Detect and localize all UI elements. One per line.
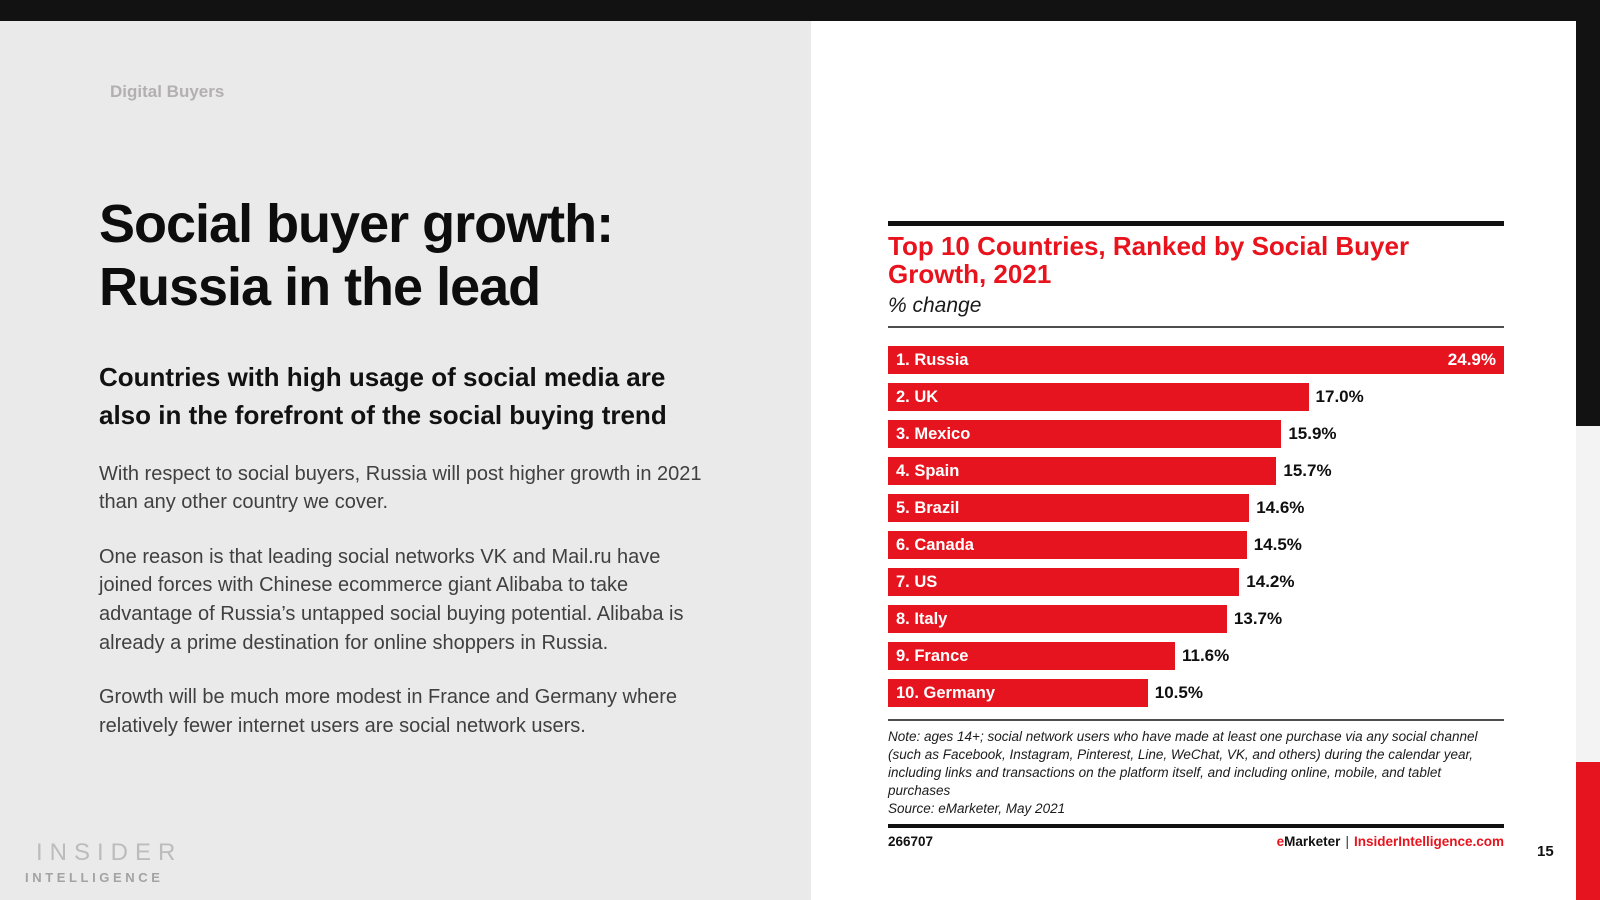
bar-category-label: 10. Germany xyxy=(896,683,996,702)
chart-header-rule xyxy=(888,326,1504,329)
bar-fill: 9. France xyxy=(888,642,1175,671)
logo-insider-text: INSIDER xyxy=(36,839,183,866)
logo-intelligence-text: INTELLIGENCE xyxy=(25,870,164,885)
bar-category-label: 6. Canada xyxy=(896,535,974,554)
bar-row: 5. Brazil 14.6% xyxy=(888,494,1504,523)
chart-source: Source: eMarketer, May 2021 xyxy=(888,800,1066,816)
left-text-panel: Digital Buyers Social buyer growth: Russ… xyxy=(0,21,811,900)
page-title-line2: Russia in the lead xyxy=(99,257,541,318)
page-number: 15 xyxy=(1537,843,1554,860)
bar-fill: 10. Germany xyxy=(888,679,1148,708)
chart-bars-bottom-rule xyxy=(888,719,1504,722)
chart-top-rule xyxy=(888,221,1504,226)
bar-value-label: 24.9% xyxy=(1447,350,1496,370)
bar-value-label: 13.7% xyxy=(1233,609,1283,629)
text-block: Social buyer growth: Russia in the lead … xyxy=(99,193,711,740)
bar-row: 7. US 14.2% xyxy=(888,568,1504,597)
bar-value-label: 15.7% xyxy=(1283,461,1332,481)
bar-fill: 8. Italy xyxy=(888,605,1227,634)
chart-units-label: % change xyxy=(888,294,982,318)
bar-category-label: 2. UK xyxy=(896,387,939,406)
emarketer-e: e xyxy=(1276,833,1285,849)
bar-fill: 1. Russia 24.9% xyxy=(888,346,1504,375)
bar-fill: 5. Brazil xyxy=(888,494,1250,523)
bar-category-label: 3. Mexico xyxy=(896,424,971,443)
bar-category-label: 8. Italy xyxy=(896,609,948,628)
page-title-line1: Social buyer growth: xyxy=(99,194,614,254)
bar-category-label: 1. Russia xyxy=(896,350,969,369)
chart-note: Note: ages 14+; social network users who… xyxy=(888,729,1478,799)
bar-fill: 3. Mexico xyxy=(888,420,1282,449)
bar-category-label: 5. Brazil xyxy=(896,498,960,517)
bar-row: 3. Mexico 15.9% xyxy=(888,420,1504,449)
brand-separator: | xyxy=(1345,833,1349,849)
edge-strip-red-segment xyxy=(1576,762,1600,900)
bar-category-label: 7. US xyxy=(896,572,938,591)
bar-row: 10. Germany 10.5% xyxy=(888,679,1504,708)
bar-rows: 1. Russia 24.9% 2. UK 17.0% 3. Mexico 15.9% 4.… xyxy=(888,346,1504,708)
right-edge-strip xyxy=(1576,0,1600,900)
chart-id: 266707 xyxy=(888,833,934,849)
bar-value-label: 11.6% xyxy=(1181,646,1230,666)
bar-value-label: 14.5% xyxy=(1253,535,1302,555)
top-black-bar xyxy=(0,0,1600,21)
bar-fill: 2. UK xyxy=(888,383,1309,412)
chart-footer-rule xyxy=(888,823,1504,828)
bar-value-label: 10.5% xyxy=(1154,683,1203,703)
bar-fill: 6. Canada xyxy=(888,531,1247,560)
bar-row: 6. Canada 14.5% xyxy=(888,531,1504,560)
paragraph-1: With respect to social buyers, Russia wi… xyxy=(99,462,702,514)
page-subtitle: Countries with high usage of social medi… xyxy=(99,362,667,430)
bar-value-label: 14.2% xyxy=(1246,572,1295,592)
chart-panel: Top 10 Countries, Ranked by Social Buyer… xyxy=(811,21,1576,900)
section-eyebrow: Digital Buyers xyxy=(110,82,225,101)
bar-category-label: 4. Spain xyxy=(896,461,960,480)
bar-value-label: 17.0% xyxy=(1315,387,1364,407)
emarketer-rest: Marketer xyxy=(1284,833,1341,849)
chart-title: Top 10 Countries, Ranked by Social Buyer… xyxy=(888,231,1410,290)
page-title: Social buyer growth: Russia in the lead xyxy=(99,193,711,319)
edge-strip-gray-segment xyxy=(1576,426,1600,762)
bar-row: 1. Russia 24.9% xyxy=(888,346,1504,375)
paragraph-2: One reason is that leading social networ… xyxy=(99,545,684,654)
chart-footer: 266707 eMarketer | InsiderIntelligence.com xyxy=(888,834,1504,849)
insider-intelligence-url: InsiderIntelligence.com xyxy=(1353,833,1504,849)
bar-row: 9. France 11.6% xyxy=(888,642,1504,671)
edge-strip-black-segment xyxy=(1576,0,1600,426)
bar-row: 4. Spain 15.7% xyxy=(888,457,1504,486)
chart-brand-line: eMarketer | InsiderIntelligence.com xyxy=(1277,834,1504,849)
bar-fill: 7. US xyxy=(888,568,1240,597)
insider-intelligence-logo: INSIDER INTELLIGENCE xyxy=(25,839,182,885)
bar-category-label: 9. France xyxy=(896,646,969,665)
bar-row: 2. UK 17.0% xyxy=(888,383,1504,412)
paragraph-3: Growth will be much more modest in Franc… xyxy=(99,686,678,737)
bar-fill: 4. Spain xyxy=(888,457,1277,486)
bar-value-label: 15.9% xyxy=(1288,424,1337,444)
bar-value-label: 14.6% xyxy=(1256,498,1305,518)
bar-chart: Top 10 Countries, Ranked by Social Buyer… xyxy=(888,221,1504,849)
bar-row: 8. Italy 13.7% xyxy=(888,605,1504,634)
